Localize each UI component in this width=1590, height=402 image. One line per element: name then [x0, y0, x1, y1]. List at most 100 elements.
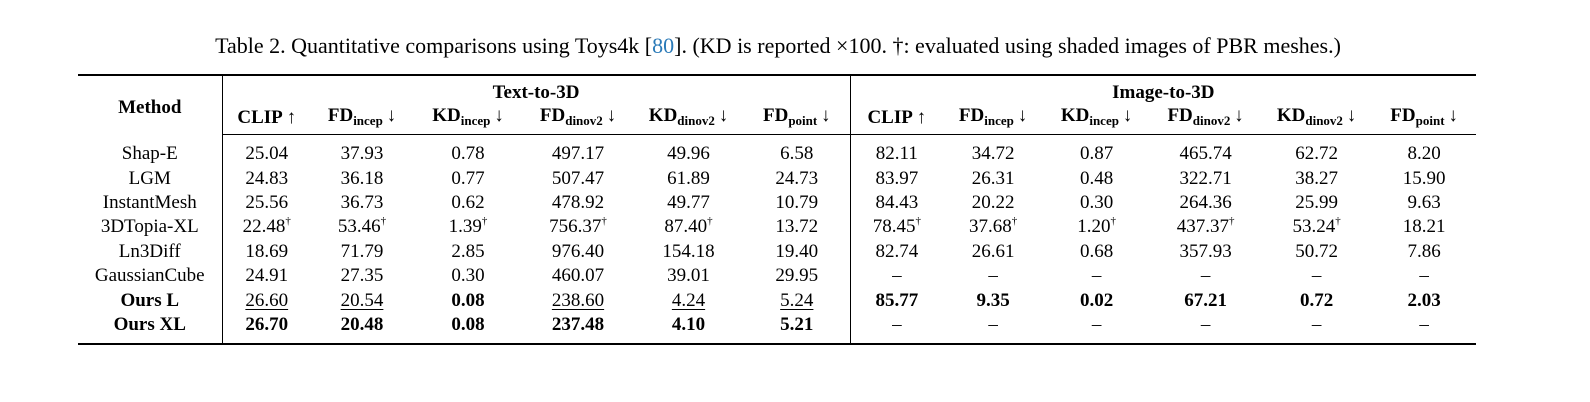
value-cell: 322.71 — [1150, 166, 1261, 190]
value-cell: 27.35 — [311, 264, 413, 288]
cell-text: Ours XL — [113, 313, 186, 335]
value-cell: – — [943, 313, 1043, 344]
value-cell: 0.08 — [413, 288, 523, 312]
metric-name: FD — [1167, 104, 1193, 126]
metric-subscript: dinov2 — [1305, 112, 1343, 128]
metric-subscript: incep — [353, 112, 383, 128]
cell-text: 84.43 — [875, 191, 919, 213]
value-cell: 24.73 — [744, 166, 851, 191]
column-header: FDincep ↓ — [943, 104, 1044, 135]
cell-text: 0.48 — [1079, 167, 1114, 189]
column-header: KDincep ↓ — [413, 104, 523, 135]
value-cell: 13.72 — [744, 215, 851, 240]
metric-arrow: ↑ — [286, 107, 297, 128]
value-cell: – — [1043, 313, 1150, 344]
value-cell: 82.11 — [850, 135, 943, 167]
cell-mark: † — [285, 215, 291, 228]
cell-text: 0.68 — [1079, 240, 1114, 262]
table-row: Ours XL 26.70 20.48 0.08 237.48 4.10 5.21 – – – – –… — [78, 312, 1476, 345]
cell-mark: † — [1228, 215, 1235, 228]
cell-text: 976.40 — [551, 240, 605, 262]
value-cell: 10.79 — [744, 190, 851, 216]
metric-name: FD — [1390, 104, 1416, 126]
value-cell: 49.96 — [633, 135, 744, 167]
cell-text: 37.93 — [340, 143, 384, 165]
value-cell: 2.85 — [413, 240, 523, 264]
metric-name: CLIP — [867, 107, 913, 128]
value-cell: 24.91 — [222, 264, 311, 288]
value-cell: 20.22 — [943, 191, 1043, 215]
cell-text: 61.89 — [667, 167, 710, 189]
metric-arrow: ↓ — [1234, 104, 1244, 126]
cell-text: 437.37 — [1176, 216, 1229, 238]
cell-mark: † — [1335, 215, 1341, 228]
cell-text: InstantMesh — [102, 191, 197, 213]
value-cell: 264.36 — [1150, 191, 1261, 215]
value-cell: 0.87 — [1043, 135, 1150, 167]
cell-text: 49.96 — [667, 143, 710, 165]
method-cell: LGM — [78, 166, 223, 191]
cell-text: 0.78 — [451, 143, 485, 165]
table-row: Ln3Diff 18.69 71.79 2.85 976.40 154.18 19.40 82… — [78, 239, 1476, 264]
method-cell: InstantMesh — [78, 190, 223, 216]
cell-text: 0.02 — [1079, 289, 1114, 311]
value-cell: 25.99 — [1261, 191, 1372, 215]
cell-text: 9.63 — [1407, 191, 1441, 213]
value-cell: 238.60 — [523, 288, 633, 312]
cell-text: – — [988, 265, 998, 287]
cell-text: 24.73 — [775, 167, 819, 189]
method-cell: Ours XL — [78, 312, 223, 345]
cell-text: 85.77 — [875, 289, 919, 311]
cell-text: – — [1091, 265, 1102, 287]
value-cell: 0.02 — [1043, 288, 1150, 312]
value-cell: 4.24 — [633, 288, 744, 312]
value-cell: 9.35 — [943, 288, 1043, 312]
value-cell: 67.21 — [1150, 288, 1261, 312]
cell-text: 26.61 — [971, 240, 1015, 262]
metric-arrow: ↓ — [718, 104, 729, 126]
cell-mark: † — [1011, 215, 1018, 228]
cell-text: 154.18 — [662, 240, 715, 262]
value-cell: 49.77 — [633, 191, 744, 215]
table-row: Shap-E 25.04 37.93 0.78 497.17 49.96 6.58 82.11… — [78, 134, 1476, 167]
value-cell: 357.93 — [1150, 240, 1261, 264]
value-cell: 4.10 — [633, 313, 744, 344]
value-cell: 25.56 — [222, 191, 311, 215]
metric-name: FD — [539, 104, 566, 126]
cell-text: 0.30 — [451, 265, 485, 287]
cell-text: 322.71 — [1179, 167, 1232, 189]
cell-mark: † — [380, 215, 387, 228]
table-row: InstantMesh 25.56 36.73 0.62 478.92 49.77 10.7… — [78, 190, 1476, 216]
metric-name: KD — [648, 104, 678, 126]
cell-text: 53.46 — [337, 216, 381, 238]
citation-link[interactable]: 80 — [652, 33, 675, 58]
cell-text: 29.95 — [775, 265, 819, 287]
metric-arrow: ↓ — [1346, 104, 1357, 126]
cell-text: 71.79 — [340, 240, 384, 262]
value-cell: 0.62 — [413, 191, 523, 215]
value-cell: 24.83 — [222, 166, 311, 190]
cell-text: – — [1311, 265, 1322, 287]
cell-text: 2.03 — [1407, 289, 1441, 311]
value-cell: 0.68 — [1043, 240, 1150, 264]
cell-text: 37.68 — [968, 216, 1012, 238]
cell-text: – — [1419, 265, 1429, 287]
cell-text: 1.39 — [448, 216, 482, 238]
cell-text: 49.77 — [667, 191, 710, 213]
cell-text: 15.90 — [1402, 167, 1446, 189]
cell-text: – — [892, 265, 902, 287]
value-cell: 20.48 — [311, 313, 413, 344]
cell-text: 460.07 — [551, 265, 605, 287]
method-header: Method — [78, 75, 223, 135]
metric-arrow: ↑ — [916, 107, 927, 128]
cell-text: 357.93 — [1179, 240, 1232, 262]
cell-text: 10.79 — [775, 191, 819, 213]
value-cell: 8.20 — [1372, 135, 1476, 167]
value-cell: 756.37† — [523, 215, 633, 239]
cell-text: – — [1200, 265, 1211, 287]
value-cell: 0.72 — [1261, 288, 1372, 312]
value-cell: 1.39† — [413, 215, 523, 239]
value-cell: 2.03 — [1372, 288, 1476, 312]
metric-arrow: ↓ — [821, 104, 831, 126]
value-cell: 87.40† — [633, 215, 744, 239]
